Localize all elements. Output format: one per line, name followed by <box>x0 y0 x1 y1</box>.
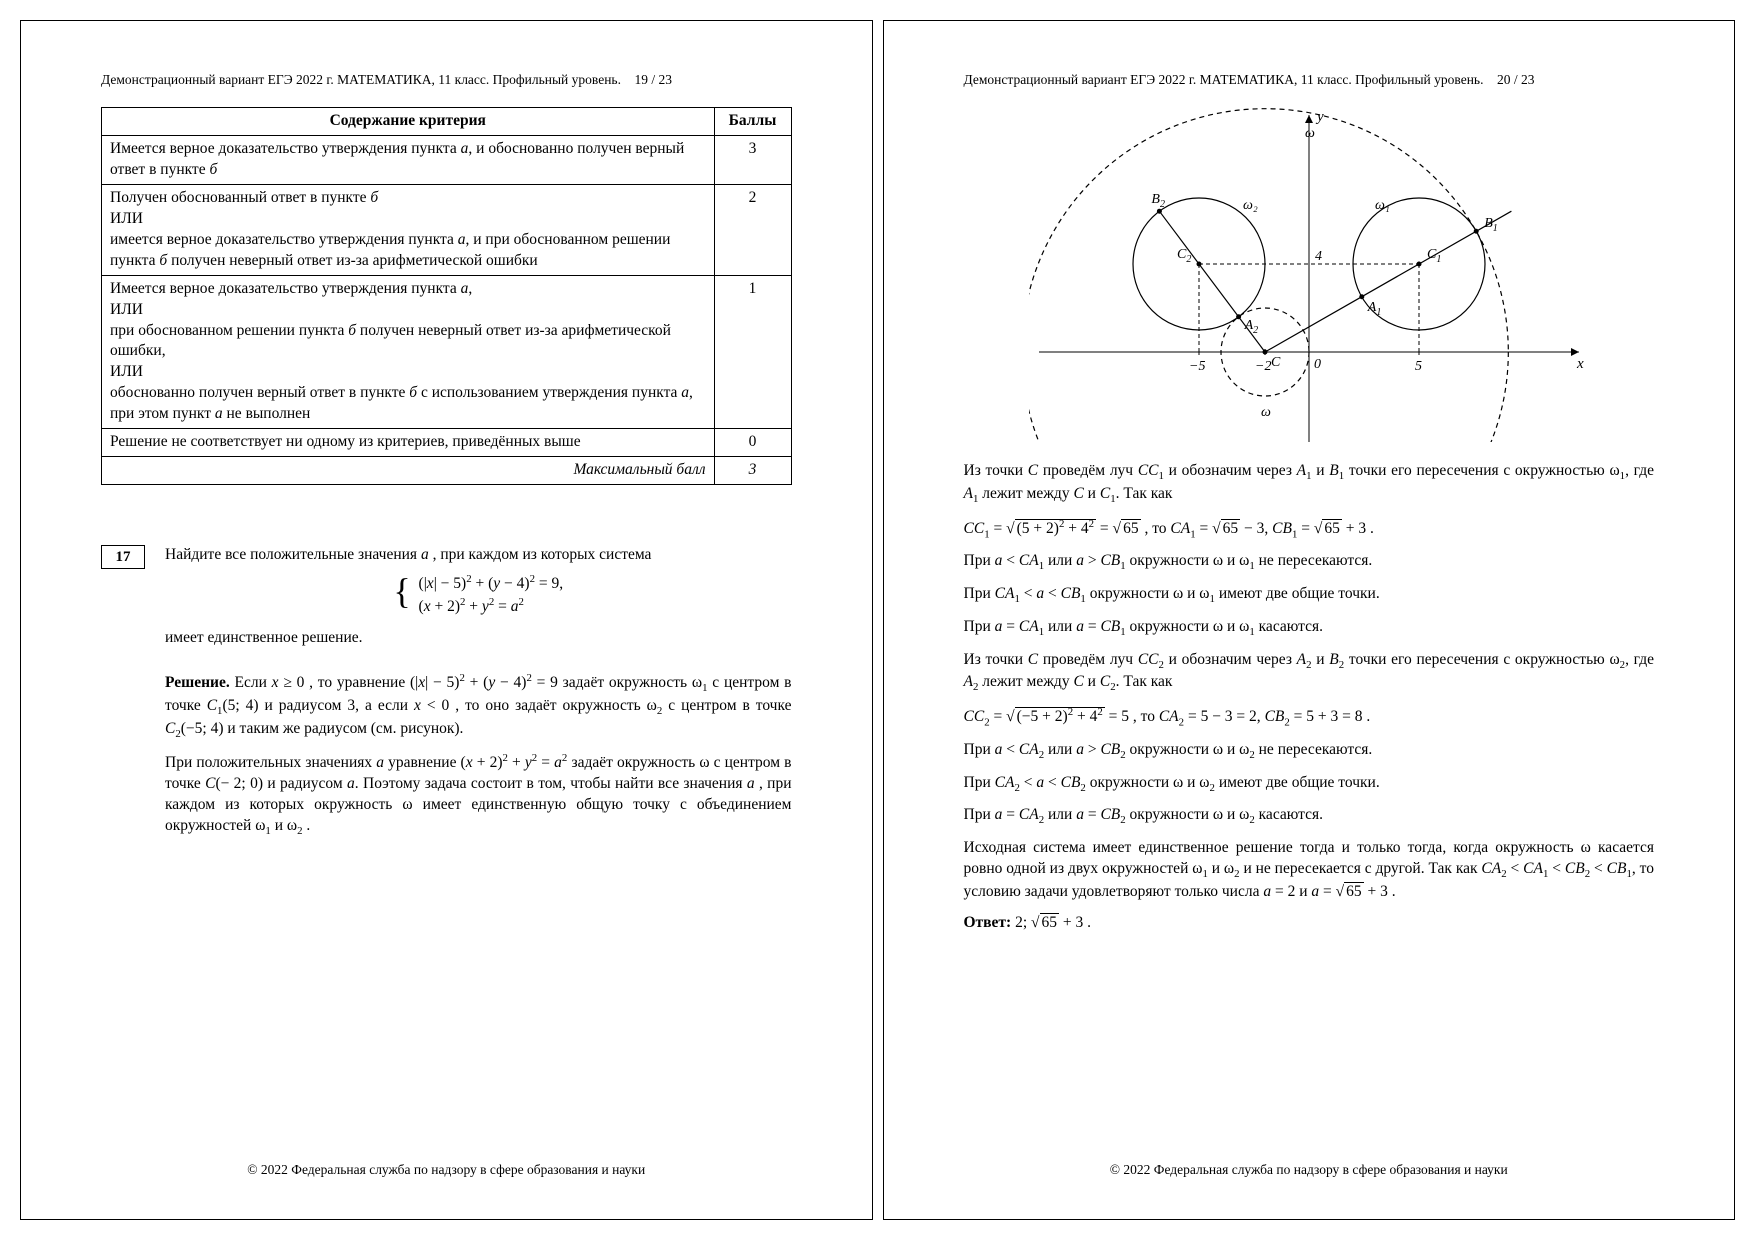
svg-text:0: 0 <box>1314 357 1321 372</box>
svg-text:4: 4 <box>1315 249 1322 264</box>
r-p9: Исходная система имеет единственное реше… <box>964 838 1655 903</box>
rubric-criterion: Имеется верное доказательство утверждени… <box>102 136 715 185</box>
svg-text:x: x <box>1576 356 1584 372</box>
svg-text:A1: A1 <box>1367 300 1382 318</box>
copyright-right: © 2022 Федеральная служба по надзору в с… <box>884 1161 1735 1179</box>
rubric-table: Содержание критерия Баллы Имеется верное… <box>101 107 792 485</box>
page-19: Демонстрационный вариант ЕГЭ 2022 г. МАТ… <box>20 20 873 1220</box>
copyright-left: © 2022 Федеральная служба по надзору в с… <box>21 1161 872 1179</box>
svg-text:ω: ω <box>1305 126 1315 141</box>
svg-text:C1: C1 <box>1427 247 1441 265</box>
r-p1: Из точки C проведём луч CC1 и обозначим … <box>964 461 1655 506</box>
rubric-criterion: Имеется верное доказательство утверждени… <box>102 275 715 428</box>
page-20: Демонстрационный вариант ЕГЭ 2022 г. МАТ… <box>883 20 1736 1220</box>
r-p4: При a = CA1 или a = CB1 окружности ω и ω… <box>964 617 1655 640</box>
r-p3: При CA1 < a < CB1 окружности ω и ω1 имею… <box>964 584 1655 607</box>
task-17: 17 Найдите все положительные значения a … <box>101 545 792 849</box>
page-number: 19 / 23 <box>634 72 672 87</box>
eq-line-1: (|x| − 5)2 + (y − 4)2 = 9, <box>419 575 564 592</box>
rubric-points: 3 <box>714 136 791 185</box>
answer: Ответ: 2; 65 + 3 . <box>964 913 1655 934</box>
rubric-col-points: Баллы <box>714 108 791 136</box>
rubric-criterion: Максимальный балл <box>102 457 715 485</box>
header-text: Демонстрационный вариант ЕГЭ 2022 г. МАТ… <box>964 72 1484 87</box>
page-header-left: Демонстрационный вариант ЕГЭ 2022 г. МАТ… <box>101 71 792 89</box>
r-e1: CC1 = (5 + 2)2 + 42 = 65 , то CA1 = 65 −… <box>964 517 1655 542</box>
page-number: 20 / 23 <box>1497 72 1535 87</box>
r-e2: CC2 = (−5 + 2)2 + 42 = 5 , то CA2 = 5 − … <box>964 705 1655 730</box>
eq-line-2: (x + 2)2 + y2 = a2 <box>419 598 524 615</box>
r-p5: Из точки C проведём луч CC2 и обозначим … <box>964 650 1655 695</box>
svg-text:ω₁: ω₁ <box>1375 198 1390 213</box>
rubric-criterion: Решение не соответствует ни одному из кр… <box>102 429 715 457</box>
rubric-points: 1 <box>714 275 791 428</box>
r-p8: При a = CA2 или a = CB2 окружности ω и ω… <box>964 805 1655 828</box>
rubric-criterion: Получен обоснованный ответ в пункте бИЛИ… <box>102 184 715 275</box>
svg-text:ω₂: ω₂ <box>1243 198 1258 213</box>
solution-p2: При положительных значениях a уравнение … <box>165 751 792 839</box>
header-text: Демонстрационный вариант ЕГЭ 2022 г. МАТ… <box>101 72 621 87</box>
svg-text:5: 5 <box>1415 359 1422 374</box>
svg-text:C: C <box>1271 355 1281 370</box>
svg-text:C2: C2 <box>1177 247 1191 265</box>
r-p7: При CA2 < a < CB2 окружности ω и ω2 имею… <box>964 773 1655 796</box>
solution-p1: Решение. Если x ≥ 0 , то уравнение (|x| … <box>165 671 792 741</box>
r-p6: При a < CA2 или a > CB2 окружности ω и ω… <box>964 740 1655 763</box>
svg-text:−2: −2 <box>1255 359 1271 374</box>
svg-text:ω: ω <box>1261 405 1271 420</box>
svg-text:B2: B2 <box>1151 192 1165 210</box>
answer-label: Ответ: <box>964 914 1012 931</box>
svg-text:−5: −5 <box>1189 359 1205 374</box>
svg-text:B1: B1 <box>1484 216 1498 234</box>
diagram: xy−5−2504CC1C2A1B1A2B2ωωω₁ω₂ <box>964 107 1655 449</box>
rubric-points: 0 <box>714 429 791 457</box>
task-stem-2: имеет единственное решение. <box>165 628 792 649</box>
rubric-col-criteria: Содержание критерия <box>102 108 715 136</box>
r-p2: При a < CA1 или a > CB1 окружности ω и ω… <box>964 551 1655 574</box>
task-system: { (|x| − 5)2 + (y − 4)2 = 9, (x + 2)2 + … <box>165 572 792 618</box>
page-header-right: Демонстрационный вариант ЕГЭ 2022 г. МАТ… <box>964 71 1655 89</box>
svg-text:y: y <box>1315 109 1324 125</box>
task-number: 17 <box>101 545 145 569</box>
solution-label: Решение. <box>165 674 230 691</box>
rubric-points: 2 <box>714 184 791 275</box>
task-body: Найдите все положительные значения a , п… <box>165 545 792 849</box>
rubric-points: 3 <box>714 457 791 485</box>
task-stem: Найдите все положительные значения a , п… <box>165 545 792 566</box>
